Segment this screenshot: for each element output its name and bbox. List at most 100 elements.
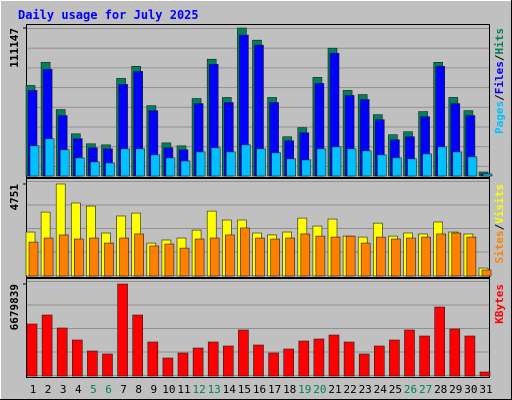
bar: [328, 334, 340, 377]
x-tick-label: 5: [90, 383, 97, 396]
bar: [150, 154, 161, 177]
bar: [119, 237, 129, 277]
bar: [41, 314, 53, 377]
x-tick-label: 7: [120, 383, 127, 396]
bar: [149, 245, 160, 277]
bar: [406, 237, 416, 277]
x-tick-label: 29: [449, 383, 462, 396]
bar: [225, 234, 235, 277]
bar: [268, 352, 279, 377]
x-tick-label: 11: [177, 383, 190, 396]
bar: [179, 247, 190, 277]
legend-entry: Visits: [493, 184, 506, 224]
bar: [210, 147, 221, 177]
x-tick-label: 10: [162, 383, 175, 396]
bar: [391, 238, 401, 277]
bar: [180, 160, 191, 177]
bar: [59, 149, 70, 177]
x-tick-label: 6: [105, 383, 112, 396]
bar: [72, 339, 83, 377]
bar: [102, 353, 113, 377]
bar: [90, 161, 100, 177]
bar: [240, 227, 250, 277]
bar: [207, 341, 219, 377]
legend-separator: /: [493, 94, 506, 101]
bar: [286, 158, 297, 177]
bar: [87, 350, 98, 377]
x-tick-label: 19: [298, 383, 311, 396]
bar: [26, 323, 38, 377]
bar: [104, 242, 114, 277]
bar: [209, 237, 220, 277]
x-tick-label: 21: [328, 383, 341, 396]
x-tick-label: 30: [464, 383, 477, 396]
legend: Pages/Files/Hits: [493, 28, 506, 134]
bar: [120, 148, 130, 177]
bar: [467, 156, 478, 177]
x-tick-label: 31: [479, 383, 492, 396]
x-tick-label: 27: [419, 383, 432, 396]
x-tick-label: 24: [374, 383, 388, 396]
legend-entry: KBytes: [493, 284, 506, 324]
bar: [331, 146, 342, 177]
bar: [75, 157, 85, 177]
bar: [313, 338, 325, 377]
bar: [481, 269, 492, 277]
x-tick-label: 22: [343, 383, 356, 396]
bar: [134, 233, 144, 277]
bar: [164, 243, 175, 277]
bar: [373, 345, 385, 377]
bar: [256, 148, 266, 177]
bar: [375, 236, 386, 277]
bar: [360, 242, 371, 277]
legend-entry: Files: [493, 61, 506, 94]
bar: [479, 371, 491, 377]
x-tick-label: 14: [223, 383, 237, 396]
bar: [194, 238, 205, 277]
bar: [132, 314, 143, 377]
legend-entry: Pages: [493, 101, 506, 134]
bar: [270, 238, 280, 277]
x-tick-label: 28: [434, 383, 447, 396]
bar: [346, 148, 357, 177]
bar: [404, 329, 415, 377]
bar: [271, 152, 281, 177]
bar: [389, 339, 400, 377]
bar: [419, 335, 430, 377]
y-tick-label: 4751: [8, 184, 21, 211]
bar: [74, 238, 84, 277]
y-tick-label: 6679839: [8, 284, 21, 330]
x-tick-label: 2: [45, 383, 52, 396]
bar: [345, 235, 356, 277]
bar: [330, 236, 341, 277]
x-tick-label: 3: [60, 383, 67, 396]
y-tick-label: 111147: [8, 28, 21, 68]
x-tick-label: 9: [150, 383, 157, 396]
x-tick-label: 1: [30, 383, 37, 396]
bar: [223, 345, 234, 377]
bar: [177, 352, 189, 377]
bar: [56, 327, 68, 377]
bar: [58, 234, 69, 277]
bar: [376, 154, 387, 177]
bar: [300, 233, 311, 277]
bar: [117, 283, 128, 377]
bar: [255, 237, 265, 277]
x-tick-label: 23: [359, 383, 372, 396]
bar: [437, 146, 448, 177]
bar: [343, 341, 355, 377]
x-tick-label: 26: [404, 383, 417, 396]
bar: [89, 237, 99, 277]
legend: KBytes: [493, 284, 506, 324]
legend-separator: /: [493, 54, 506, 61]
x-tick-label: 12: [192, 383, 205, 396]
x-tick-label: 16: [253, 383, 266, 396]
chart-title: Daily usage for July 2025: [18, 8, 199, 22]
x-tick-label: 13: [208, 383, 221, 396]
bar: [464, 335, 476, 377]
bar: [44, 138, 55, 177]
bar: [452, 151, 463, 177]
bar: [316, 148, 327, 177]
bar: [238, 329, 249, 377]
